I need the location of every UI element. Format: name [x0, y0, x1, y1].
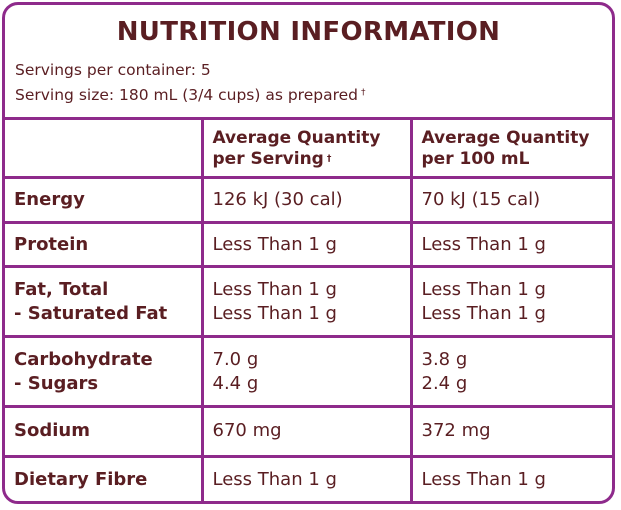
row-label-group: Fat, Total - Saturated Fat	[5, 265, 204, 338]
cell-per-100ml: 372 mg	[409, 405, 612, 458]
cell-per-serving: Less Than 1 g	[200, 221, 413, 268]
table-row: Energy 126 kJ (30 cal) 70 kJ (15 cal)	[5, 176, 612, 224]
table-row: Dietary Fibre Less Than 1 g Less Than 1 …	[5, 455, 612, 501]
row-label-group: Carbohydrate - Sugars	[5, 335, 204, 408]
header-per-serving: Average Quantity per Serving †	[200, 117, 413, 179]
header-per-serving-line1: Average Quantity	[212, 128, 381, 148]
cell-per-serving: 670 mg	[200, 405, 413, 458]
cell-per-serving-group: 7.0 g 4.4 g	[200, 335, 413, 408]
cell-per-100ml: 70 kJ (15 cal)	[409, 176, 612, 224]
table-row: Carbohydrate - Sugars 7.0 g 4.4 g 3.8 g …	[5, 335, 612, 408]
row-label: Dietary Fibre	[5, 455, 204, 501]
row-sublabel: - Sugars	[14, 373, 99, 394]
serving-size: Serving size: 180 mL (3/4 cups) as prepa…	[15, 86, 366, 104]
header-blank-cell	[5, 117, 204, 179]
header-dagger-mark: †	[326, 154, 332, 164]
row-label: Carbohydrate	[14, 349, 153, 370]
cell-per-100ml-sub: Less Than 1 g	[421, 303, 546, 324]
cell-per-100ml-sub: 2.4 g	[421, 373, 468, 394]
header-per-serving-line2: per Serving	[212, 149, 324, 169]
cell-per-serving: 7.0 g	[212, 349, 259, 370]
cell-per-serving: Less Than 1 g	[200, 455, 413, 501]
table-row: Fat, Total - Saturated Fat Less Than 1 g…	[5, 265, 612, 338]
cell-per-serving-group: Less Than 1 g Less Than 1 g	[200, 265, 413, 338]
table-header-row: Average Quantity per Serving † Average Qu…	[5, 117, 612, 179]
row-label: Sodium	[5, 405, 204, 458]
serving-size-text: Serving size: 180 mL (3/4 cups) as prepa…	[15, 86, 358, 104]
nutrition-panel: NUTRITION INFORMATION Servings per conta…	[2, 2, 615, 504]
table-row: Sodium 670 mg 372 mg	[5, 405, 612, 458]
nutrition-table: Average Quantity per Serving † Average Qu…	[5, 117, 612, 501]
row-sublabel: - Saturated Fat	[14, 303, 168, 324]
panel-title: NUTRITION INFORMATION	[116, 17, 501, 47]
cell-per-serving: Less Than 1 g	[212, 279, 337, 300]
header-per-100ml-line1: Average Quantity	[421, 128, 590, 148]
table-row: Protein Less Than 1 g Less Than 1 g	[5, 221, 612, 268]
cell-per-serving-sub: 4.4 g	[212, 373, 259, 394]
row-label: Protein	[5, 221, 204, 268]
cell-per-100ml-group: 3.8 g 2.4 g	[409, 335, 612, 408]
cell-per-100ml-group: Less Than 1 g Less Than 1 g	[409, 265, 612, 338]
row-label: Energy	[5, 176, 204, 224]
cell-per-serving: 126 kJ (30 cal)	[200, 176, 413, 224]
cell-per-100ml: Less Than 1 g	[409, 455, 612, 501]
row-label: Fat, Total	[14, 279, 109, 300]
header-per-100ml: Average Quantity per 100 mL	[409, 117, 612, 179]
servings-per-container: Servings per container: 5	[15, 61, 211, 79]
cell-per-serving-sub: Less Than 1 g	[212, 303, 337, 324]
dagger-mark: †	[361, 88, 366, 98]
cell-per-100ml: Less Than 1 g	[421, 279, 546, 300]
cell-per-100ml: 3.8 g	[421, 349, 468, 370]
header-per-100ml-line2: per 100 mL	[421, 149, 530, 169]
cell-per-100ml: Less Than 1 g	[409, 221, 612, 268]
